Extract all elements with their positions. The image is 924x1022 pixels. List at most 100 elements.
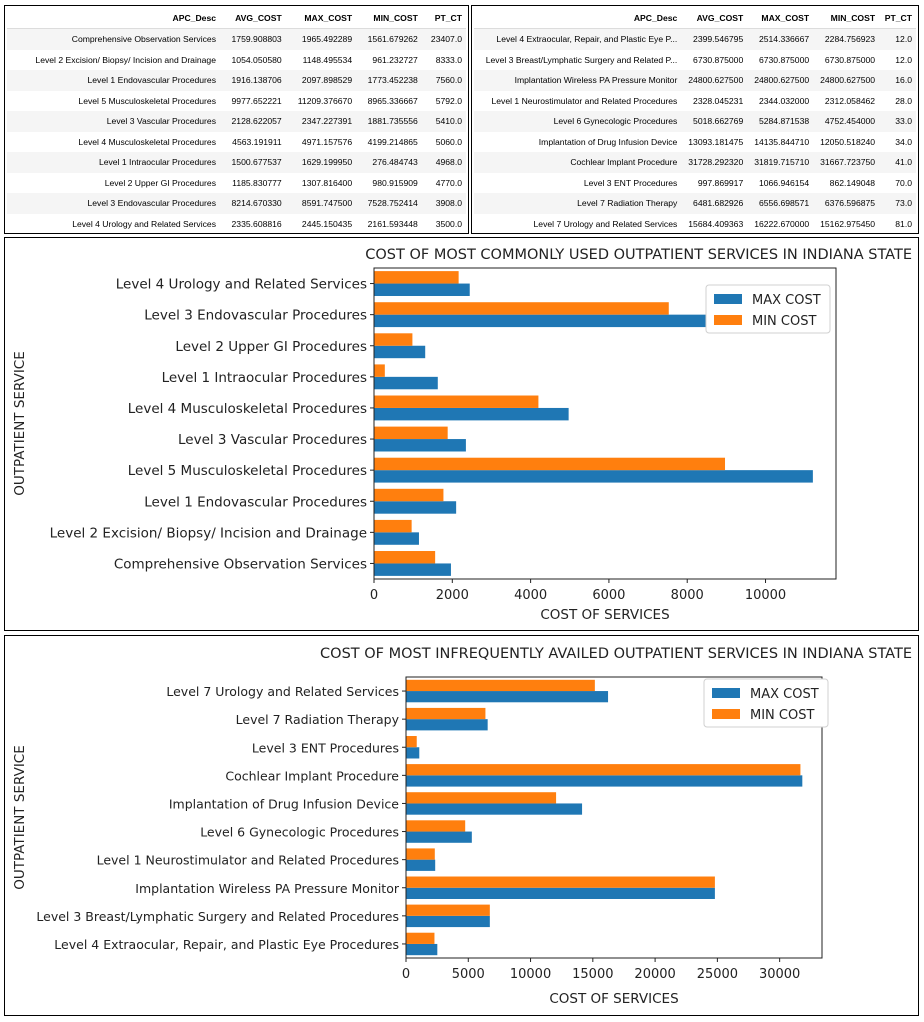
- column-header: PT_CT: [421, 8, 466, 29]
- table-cell: 862.149048: [829, 177, 876, 188]
- service-description-cell: Level 3 Vascular Procedures: [106, 116, 216, 127]
- chart-legend: MAX COST MIN COST: [705, 284, 831, 334]
- bar-min-cost: [374, 426, 448, 440]
- table-cell: 13093.181475: [688, 136, 744, 147]
- table-cell: 1773.452238: [367, 75, 418, 86]
- table-cell: 8591.747500: [301, 198, 353, 209]
- table-cell: 980.915909: [372, 177, 418, 188]
- table-cell: 1759.908803: [231, 34, 282, 45]
- table-cell: 1307.816400: [301, 177, 353, 188]
- x-tick-label: 25000: [697, 967, 738, 982]
- common-services-chart: COST OF MOST COMMONLY USED OUTPATIENT SE…: [12, 247, 912, 623]
- common-services-chart-panel: COST OF MOST COMMONLY USED OUTPATIENT SE…: [4, 237, 919, 631]
- table-row: Comprehensive Observation Services 1759.9…: [7, 28, 466, 50]
- x-axis-label: COST OF SERVICES: [540, 607, 669, 623]
- table-cell: 1629.199950: [301, 157, 353, 168]
- infrequent-services-chart-panel: COST OF MOST INFREQUENTLY AVAILED OUTPAT…: [4, 635, 919, 1016]
- legend-swatch: [712, 709, 740, 719]
- table-cell: 6556.698571: [758, 198, 810, 209]
- bar-min-cost: [406, 848, 435, 860]
- table-cell: 4752.454000: [824, 116, 876, 127]
- table-row: Cochlear Implant Procedure 31728.292320 31…: [474, 152, 916, 173]
- column-header: MAX_COST: [285, 8, 357, 29]
- bar-max-cost: [406, 887, 715, 899]
- bar-max-cost: [406, 943, 438, 956]
- service-description-cell: Level 1 Neurostimulator and Related Proc…: [491, 95, 678, 106]
- table-row: Implantation Wireless PA Pressure Monito…: [474, 70, 916, 91]
- chart-title: COST OF MOST INFREQUENTLY AVAILED OUTPAT…: [320, 646, 912, 662]
- service-description-cell: Level 3 ENT Procedures: [583, 177, 678, 188]
- x-tick-label: 20000: [634, 967, 675, 982]
- table-cell: 8965.336667: [367, 95, 418, 106]
- service-description-cell: Comprehensive Observation Services: [71, 34, 216, 45]
- table-row: Level 7 Radiation Therapy 6481.682926 6556…: [474, 193, 916, 214]
- legend-label: MAX COST: [750, 687, 819, 702]
- service-description-cell: Implantation Wireless PA Pressure Monito…: [514, 75, 678, 86]
- bar-min-cost: [374, 333, 413, 346]
- chart-legend: MAX COST MIN COST: [703, 678, 829, 728]
- bar-max-cost: [374, 283, 470, 296]
- y-tick-label: Level 3 Vascular Procedures: [178, 432, 367, 448]
- table-cell: 14135.844710: [754, 136, 810, 147]
- x-tick-label: 5000: [452, 967, 485, 982]
- service-description-cell: Level 7 Radiation Therapy: [577, 198, 678, 209]
- table-cell: 8333.0: [435, 54, 462, 65]
- table-cell: 8214.670330: [231, 198, 282, 209]
- table-cell: 24800.627500: [754, 75, 810, 86]
- table-cell: 2445.150435: [301, 218, 353, 229]
- service-description-cell: Level 7 Urology and Related Services: [533, 218, 678, 229]
- bar-max-cost: [374, 407, 569, 421]
- y-tick-label: Level 3 Endovascular Procedures: [144, 308, 367, 324]
- infrequent-services-table-panel: APC_Desc AVG_COST MAX_COST MIN_COST PT_CT Lev…: [471, 5, 919, 234]
- x-tick-label: 0: [370, 588, 378, 603]
- bar-max-cost: [374, 563, 451, 576]
- top-services-table: APC_Desc AVG_COST MAX_COST MIN_COST PT_CT Com…: [7, 8, 466, 234]
- x-tick-label: 8000: [671, 588, 704, 603]
- y-axis-label: OUTPATIENT SERVICE: [12, 351, 28, 496]
- table-cell: 34.0: [895, 136, 912, 147]
- table-cell: 2284.756923: [824, 34, 876, 45]
- table-cell: 70.0: [895, 177, 912, 188]
- bar-min-cost: [406, 904, 490, 916]
- column-header: MAX_COST: [747, 8, 814, 29]
- table-cell: 2097.898529: [301, 75, 353, 86]
- service-description-cell: Level 4 Urology and Related Services: [72, 218, 216, 229]
- bar-min-cost: [374, 519, 412, 533]
- table-cell: 9977.652221: [231, 95, 282, 106]
- column-header: PT_CT: [879, 8, 916, 29]
- y-tick-label: Level 3 Breast/Lymphatic Surgery and Rel…: [36, 909, 399, 924]
- table-cell: 24800.627500: [820, 75, 876, 86]
- table-cell: 11209.376670: [297, 95, 353, 106]
- table-cell: 81.0: [895, 218, 912, 229]
- x-tick-label: 10000: [510, 967, 551, 982]
- table-cell: 5410.0: [435, 116, 462, 127]
- column-header: MIN_COST: [813, 8, 880, 29]
- table-cell: 31667.723750: [820, 157, 876, 168]
- y-tick-label: Implantation of Drug Infusion Device: [169, 796, 399, 811]
- table-cell: 12050.518240: [820, 136, 876, 147]
- y-tick-label: Comprehensive Observation Services: [114, 556, 367, 572]
- table-cell: 4968.0: [435, 157, 462, 168]
- table-row: Level 2 Excision/ Biopsy/ Incision and D…: [7, 50, 466, 71]
- x-tick-label: 6000: [592, 588, 625, 603]
- y-tick-label: Level 6 Gynecologic Procedures: [200, 825, 399, 840]
- table-row: Level 3 ENT Procedures 997.869917 1066.946…: [474, 173, 916, 194]
- bar-min-cost: [406, 792, 557, 804]
- bar-min-cost: [406, 932, 435, 944]
- bar-max-cost: [374, 439, 466, 452]
- table-cell: 4563.191911: [232, 136, 282, 147]
- legend-swatch: [712, 688, 740, 698]
- table-cell: 31819.715710: [754, 157, 810, 168]
- table-cell: 12.0: [895, 34, 912, 45]
- y-tick-label: Level 4 Musculoskeletal Procedures: [128, 401, 367, 417]
- bar-max-cost: [406, 691, 609, 703]
- table-cell: 5060.0: [435, 136, 462, 147]
- bar-max-cost: [374, 345, 426, 359]
- table-row: Level 5 Musculoskeletal Procedures 9977.6…: [7, 91, 466, 112]
- table-cell: 1066.946154: [758, 177, 810, 188]
- bar-min-cost: [374, 302, 669, 315]
- table-row: Level 4 Musculoskeletal Procedures 4563.1…: [7, 132, 466, 153]
- table-cell: 1185.830777: [232, 177, 282, 188]
- y-tick-label: Cochlear Implant Procedure: [225, 768, 399, 783]
- bar-min-cost: [374, 364, 385, 377]
